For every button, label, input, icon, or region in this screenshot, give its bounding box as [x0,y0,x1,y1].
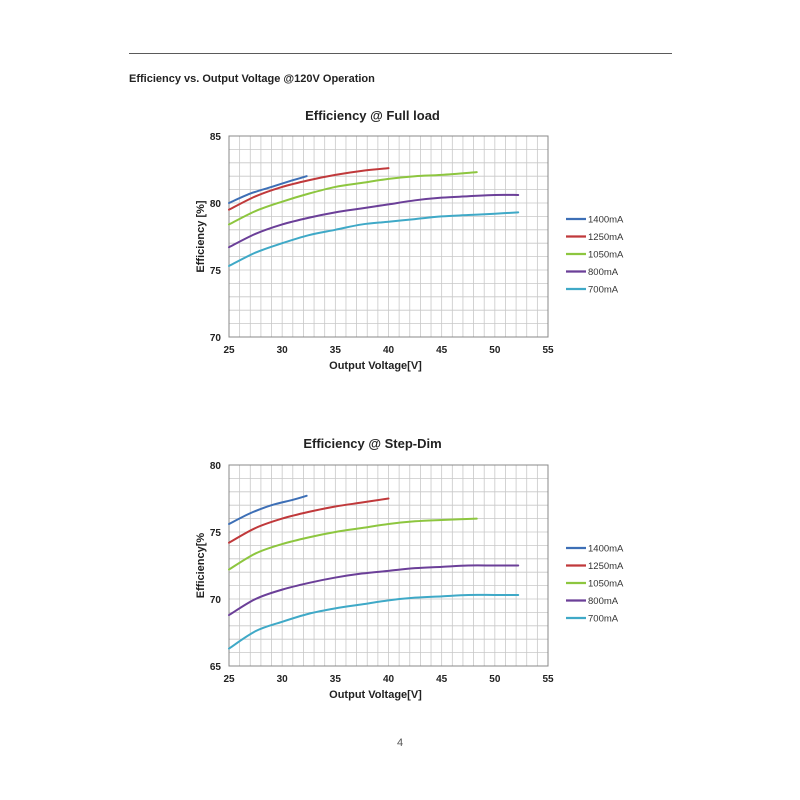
x-tick-label: 25 [223,674,235,685]
series-line-800mA [228,564,520,617]
y-tick-label: 75 [210,266,222,277]
series-line-1050mA [228,171,478,226]
x-tick-label: 35 [330,345,342,356]
x-axis-label: Output Voltage[V] [329,360,422,372]
legend-label-800mA: 800mA [588,267,619,278]
chart-title: Efficiency @ Step-Dim [303,436,441,451]
series-line-1400mA [228,494,308,525]
x-tick-label: 45 [436,345,448,356]
x-tick-label: 25 [223,345,235,356]
y-tick-label: 70 [210,333,222,344]
x-tick-label: 30 [277,674,289,685]
y-tick-label: 85 [210,132,222,143]
legend-label-1400mA: 1400mA [588,215,624,226]
x-tick-label: 55 [542,345,554,356]
x-tick-label: 45 [436,674,448,685]
x-axis-label: Output Voltage[V] [329,689,422,701]
legend-label-1050mA: 1050mA [588,579,624,590]
legend-label-700mA: 700mA [588,614,619,625]
y-tick-label: 80 [210,199,222,210]
grid [228,135,549,338]
header-rule [129,53,672,54]
x-tick-label: 40 [383,345,395,356]
series-line-700mA [228,211,520,267]
x-tick-label: 40 [383,674,395,685]
plot-frame [228,135,549,338]
legend-label-1050mA: 1050mA [588,250,624,261]
series-line-700mA [228,593,520,650]
series-line-1250mA [228,167,390,211]
y-tick-label: 65 [210,662,222,673]
section-title: Efficiency vs. Output Voltage @120V Oper… [129,73,375,85]
legend-label-1250mA: 1250mA [588,232,624,243]
y-tick-label: 80 [210,461,222,472]
x-tick-label: 35 [330,674,342,685]
plot-frame [228,464,549,667]
x-tick-label: 55 [542,674,554,685]
legend-label-1250mA: 1250mA [588,561,624,572]
legend-label-700mA: 700mA [588,285,619,296]
x-tick-label: 50 [489,674,501,685]
legend-label-800mA: 800mA [588,596,619,607]
y-axis-label: Efficiency [%] [195,200,207,272]
chart-title: Efficiency @ Full load [305,108,440,123]
page-number: 4 [396,737,404,749]
series-line-800mA [228,193,520,249]
y-axis-label: Efficiency[% [195,533,207,599]
series-line-1250mA [228,497,390,544]
chart-step-dim: Efficiency @ Step-Dim 25 30 35 40 45 50 55 65 70 7… [195,436,624,701]
legend-label-1400mA: 1400mA [588,544,624,555]
series-line-1050mA [228,517,478,571]
chart-full-load: Efficiency @ Full load 25 30 35 40 45 50 55 70 75… [195,108,624,372]
series-line-1400mA [228,175,308,204]
y-tick-label: 75 [210,528,222,539]
x-tick-label: 30 [277,345,289,356]
x-tick-label: 50 [489,345,501,356]
y-tick-label: 70 [210,595,222,606]
